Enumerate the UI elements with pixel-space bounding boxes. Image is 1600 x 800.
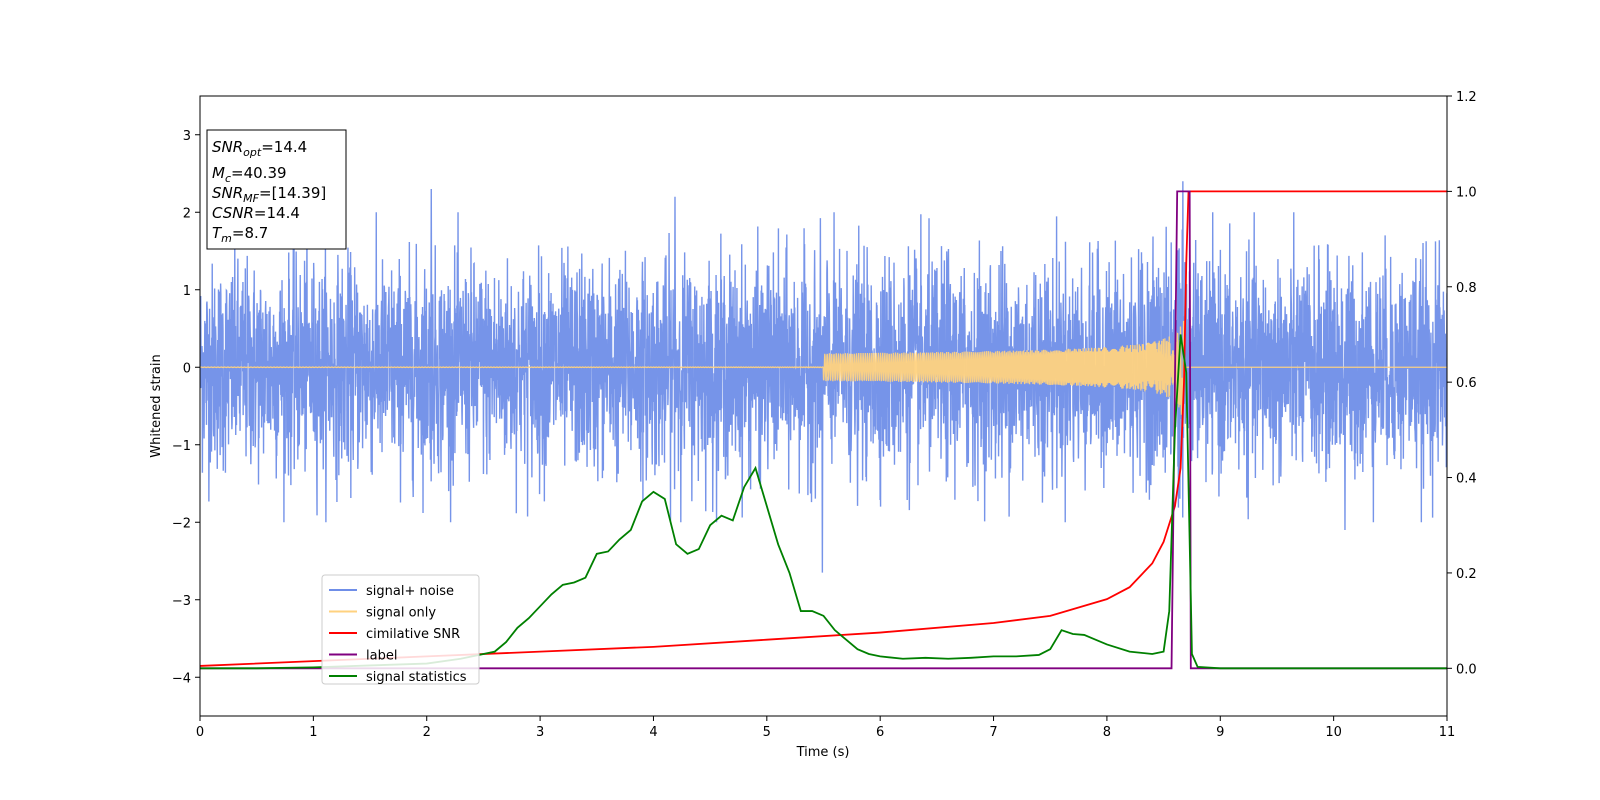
x-tick-label: 6	[876, 725, 884, 740]
legend-entry-label: cimilative SNR	[366, 627, 460, 642]
y-tick-label-left: 3	[183, 129, 191, 144]
info-snr-opt: SNRopt=14.4	[212, 138, 307, 159]
y-axis-label-left: Whitened strain	[149, 354, 164, 457]
x-tick-label: 8	[1103, 725, 1111, 740]
line-series-layer	[200, 190, 1447, 670]
legend: signal+ noise signal only cimilative SNR la…	[321, 574, 480, 685]
series-line-signal-noise	[200, 181, 1447, 573]
y-tick-label-left: −3	[172, 594, 191, 609]
info-tm: Tm=8.7	[212, 224, 268, 245]
y-tick-label-left: −1	[172, 439, 191, 454]
y-tick-label-right: 0.8	[1456, 281, 1477, 296]
series-line-signal-only	[200, 320, 1447, 427]
noise-series-layer	[200, 181, 1447, 573]
y-tick-label-right: 1.0	[1456, 185, 1477, 200]
legend-entry-label: label	[366, 649, 397, 664]
y-tick-label-right: 1.2	[1456, 90, 1477, 105]
x-tick-label: 0	[196, 725, 204, 740]
x-tick-label: 11	[1439, 725, 1456, 740]
x-tick-label: 9	[1216, 725, 1224, 740]
y-tick-label-left: 0	[183, 361, 191, 376]
y-tick-label-right: 0.6	[1456, 376, 1477, 391]
legend-entry-label: signal statistics	[366, 670, 467, 685]
x-tick-label: 2	[423, 725, 431, 740]
x-tick-label: 4	[649, 725, 657, 740]
info-mc: Mc=40.39	[212, 164, 287, 185]
series-line-cumulative-snr	[200, 190, 1447, 667]
legend-entry-label: signal only	[366, 606, 436, 621]
x-tick-label: 5	[763, 725, 771, 740]
x-axis-label: Time (s)	[796, 745, 850, 760]
legend-frame	[321, 574, 480, 685]
y-tick-label-right: 0.2	[1456, 567, 1477, 582]
series-line-signal-statistics	[200, 334, 1447, 670]
x-tick-label: 10	[1325, 725, 1342, 740]
plot-frame	[199, 95, 1448, 717]
y-tick-label-right: 0.0	[1456, 662, 1477, 677]
info-box: SNRopt=14.4 Mc=40.39 SNRMF=[14.39] CSNR=…	[206, 129, 347, 250]
x-tick-label: 1	[309, 725, 317, 740]
x-tick-label: 7	[989, 725, 997, 740]
info-snr-mf: SNRMF=[14.39]	[212, 184, 326, 205]
y-tick-label-right: 0.4	[1456, 472, 1477, 487]
axes-layer: 0 1 2 3 4 5 6 7 8 9 10 11 −4 −3 −2 −1 0 1 2 3 0.0 0.2 0.4 0.6 0.…	[172, 90, 1477, 740]
x-tick-label: 3	[536, 725, 544, 740]
y-tick-label-left: 1	[183, 284, 191, 299]
y-tick-label-left: −4	[172, 671, 191, 686]
y-tick-label-left: −2	[172, 516, 191, 531]
y-tick-label-left: 2	[183, 206, 191, 221]
info-box-frame	[206, 129, 347, 250]
info-csnr: CSNR=14.4	[212, 204, 300, 222]
legend-entry-label: signal+ noise	[366, 584, 454, 599]
